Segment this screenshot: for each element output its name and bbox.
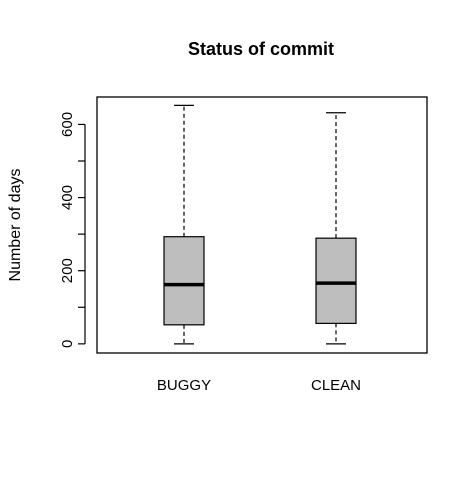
chart-title: Status of commit [188, 39, 334, 59]
plot-layer: 0 200 400 600 BUGGY CLEAN [59, 104, 361, 394]
y-tick-label: 0 [59, 340, 76, 348]
box-iqr-buggy [163, 236, 205, 326]
category-label-buggy: BUGGY [157, 377, 211, 394]
y-tick-label: 200 [59, 258, 76, 283]
y-axis-label: Number of days [7, 169, 24, 282]
category-label-clean: CLEAN [311, 377, 361, 394]
plot-frame [96, 96, 428, 354]
y-tick-label: 600 [59, 112, 76, 137]
y-tick-label: 400 [59, 185, 76, 210]
box-iqr-clean [315, 237, 357, 324]
